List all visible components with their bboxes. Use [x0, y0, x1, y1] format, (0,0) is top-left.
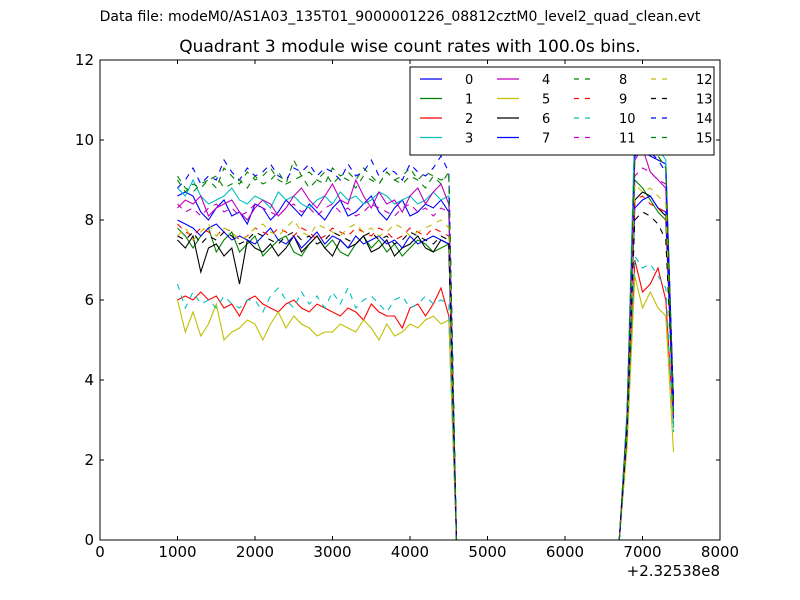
y-tick-label: 4	[84, 371, 94, 389]
legend-label-3: 3	[465, 132, 473, 147]
chart-title: Quadrant 3 module wise count rates with …	[179, 37, 641, 57]
series-layer	[176, 123, 675, 541]
legend-label-4: 4	[542, 73, 550, 88]
y-tick-label: 12	[75, 51, 94, 69]
series-line-10	[176, 254, 675, 541]
legend-label-8: 8	[619, 73, 627, 88]
x-tick-label: 1000	[158, 543, 196, 561]
x-axis-offset-label: +2.32538e8	[627, 562, 720, 580]
x-tick-label: 4000	[391, 543, 429, 561]
x-tick-label: 8000	[701, 543, 739, 561]
x-tick-label: 2000	[236, 543, 274, 561]
y-tick-label: 2	[84, 451, 94, 469]
legend-label-6: 6	[542, 112, 550, 127]
series-line-13	[177, 211, 675, 541]
x-tick-label: 3000	[313, 543, 351, 561]
legend-label-2: 2	[465, 112, 473, 127]
legend-label-9: 9	[619, 93, 627, 108]
legend-label-13: 13	[696, 93, 713, 108]
axis-ticks: 0 1000 2000 3000 4000 5000 6000 7000 80000246810…	[75, 51, 739, 561]
legend-label-5: 5	[542, 93, 550, 108]
series-line-12	[177, 182, 675, 541]
legend-label-1: 1	[465, 93, 473, 108]
series-line-3	[177, 123, 675, 541]
legend-label-7: 7	[542, 132, 550, 147]
legend-label-14: 14	[696, 112, 713, 127]
legend-label-12: 12	[696, 73, 713, 88]
y-tick-label: 6	[84, 291, 94, 309]
x-tick-label: 7000	[623, 543, 661, 561]
x-tick-label: 6000	[546, 543, 584, 561]
series-line-2	[177, 259, 675, 541]
x-tick-label: 5000	[468, 543, 506, 561]
series-line-1	[177, 178, 675, 541]
y-tick-label: 10	[75, 131, 94, 149]
y-tick-label: 0	[84, 531, 94, 549]
series-line-0	[177, 151, 675, 541]
y-tick-label: 8	[84, 211, 94, 229]
series-line-11	[177, 167, 675, 541]
figure-suptitle: Data file: modeM0/AS1A03_135T01_90000012…	[99, 9, 701, 25]
legend-label-10: 10	[619, 112, 636, 127]
legend-label-11: 11	[619, 132, 636, 147]
legend-label-0: 0	[465, 73, 473, 88]
legend-label-15: 15	[696, 132, 713, 147]
legend-box	[409, 66, 715, 156]
x-tick-label: 0	[95, 543, 105, 561]
